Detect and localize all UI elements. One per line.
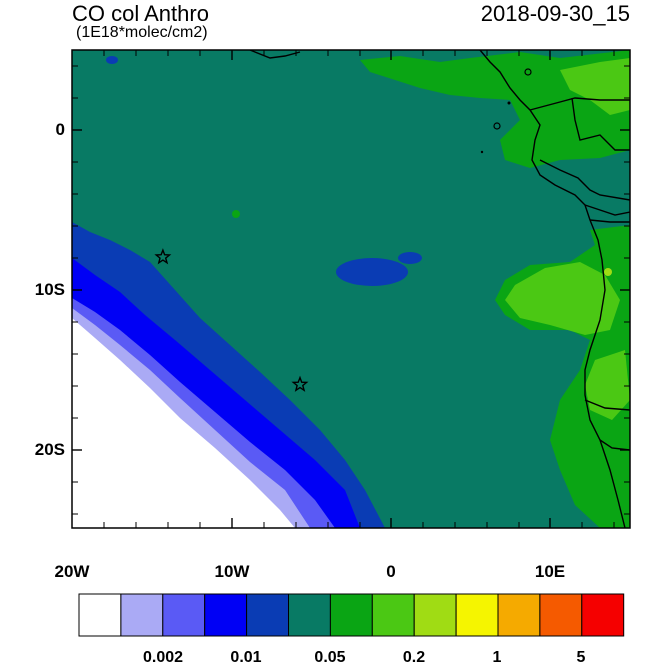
x-tick-label-0: 0 — [386, 562, 396, 581]
land-light-green-south-2 — [585, 350, 630, 420]
colorbar-box-4 — [246, 593, 290, 637]
local-max-yellowgreen — [604, 268, 612, 276]
coastlines — [249, 50, 630, 528]
colorbar-box-9 — [455, 593, 499, 637]
colorbar-box-2 — [162, 593, 206, 637]
star-marker-2 — [291, 375, 309, 392]
colorbar-box-6 — [329, 593, 373, 637]
x-tick-label-10w: 10W — [214, 562, 250, 581]
colorbar-box-3 — [204, 593, 248, 637]
colorbar-label-3: 0.2 — [402, 649, 426, 666]
zero-area — [72, 318, 295, 528]
patch-dark-blue-ocean-2 — [398, 252, 422, 264]
colorbar-box-12 — [581, 593, 625, 637]
map-title: CO col Anthro — [72, 1, 209, 26]
units-subtitle: (1E18*molec/cm2) — [76, 24, 208, 41]
y-tick-label-10s: 10S — [34, 280, 65, 299]
y-tick-label-0: 0 — [55, 120, 65, 139]
colorbar-box-7 — [371, 593, 415, 637]
colorbar-box-1 — [120, 593, 164, 637]
y-tick-label-20s: 20S — [34, 440, 65, 459]
colorbar-label-2: 0.05 — [314, 649, 346, 666]
colorbar-boxes — [78, 593, 625, 637]
markers-layer — [154, 248, 309, 392]
island-bioko — [524, 68, 532, 76]
land-green-north — [360, 50, 630, 168]
minor-tick-marks — [72, 50, 630, 528]
colorbar-box-8 — [413, 593, 457, 637]
patch-green-ocean — [232, 210, 240, 218]
colorbar-box-5 — [288, 593, 331, 637]
land-light-green-south — [505, 262, 620, 335]
x-tick-label-20w: 20W — [54, 562, 90, 581]
colorbar-label-0: 0.002 — [142, 649, 184, 666]
star-marker-1 — [154, 248, 172, 265]
colorbar-box-0 — [78, 593, 122, 637]
island-principe — [507, 101, 511, 105]
colorbar-box-10 — [497, 593, 541, 637]
colorbar — [78, 593, 625, 637]
colorbar-label-5: 5 — [576, 649, 586, 666]
island-annobon — [480, 150, 484, 154]
colorbar-box-11 — [539, 593, 583, 637]
x-tick-label-10e: 10E — [534, 562, 566, 581]
colorbar-label-4: 1 — [492, 649, 502, 666]
colorbar-label-1: 0.01 — [230, 649, 262, 666]
patch-dark-blue-ocean — [336, 258, 408, 286]
patch-dark-blue-north — [106, 56, 118, 64]
valid-time: 2018-09-30_15 — [480, 1, 630, 26]
land-light-green-north — [560, 58, 630, 115]
tick-marks — [72, 50, 630, 528]
map-plot — [71, 49, 631, 529]
plot-frame — [71, 49, 631, 529]
island-sao-tome — [493, 122, 501, 130]
